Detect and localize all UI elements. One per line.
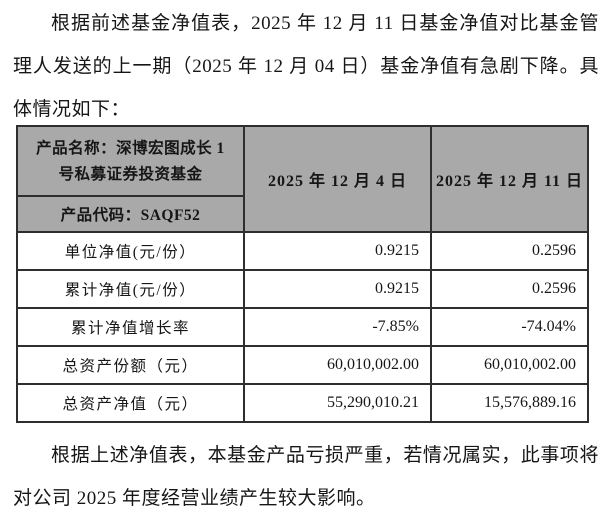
table-row: 累计净值增长率 -7.85% -74.04% [16,307,589,347]
nav-value-cell: 60,010,002.00 [430,345,589,385]
table-header-row-1: 产品名称：深博宏图成长 1 号私募证券投资基金 2025 年 12 月 4 日 … [16,125,589,233]
row-label-total-shares: 总资产份额（元） [16,345,245,385]
nav-value-cell: 0.9215 [243,231,432,271]
nav-value-cell: 60,010,002.00 [243,345,432,385]
row-label-total-net-assets: 总资产净值（元） [16,383,245,423]
nav-value-cell: 0.9215 [243,269,432,309]
row-label-unit-nav: 单位净值(元/份） [16,231,245,271]
nav-value-cell: 0.2596 [430,231,589,271]
nav-value-cell: 0.2596 [430,269,589,309]
fund-nav-table: 产品名称：深博宏图成长 1 号私募证券投资基金 2025 年 12 月 4 日 … [16,125,589,423]
nav-value-cell: 15,576,889.16 [430,383,589,423]
nav-value-cell: -7.85% [243,307,432,347]
table-row: 单位净值(元/份） 0.9215 0.2596 [16,231,589,271]
row-label-growth-rate: 累计净值增长率 [16,307,245,347]
table-row: 总资产净值（元） 55,290,010.21 15,576,889.16 [16,383,589,423]
intro-paragraph: 根据前述基金净值表，2025 年 12 月 11 日基金净值对比基金管理人发送的… [13,13,599,120]
nav-value-cell: -74.04% [430,307,589,347]
product-code-cell: 产品代码：SAQF52 [16,195,245,233]
date-column-header-1: 2025 年 12 月 4 日 [243,125,432,233]
table-header-row-2: 产品代码：SAQF52 [16,195,588,233]
nav-value-cell: 55,290,010.21 [243,383,432,423]
closing-paragraph: 根据上述净值表，本基金产品亏损严重，若情况属实，此事项将对公司 2025 年度经… [13,445,599,509]
row-label-cumulative-nav: 累计净值(元/份） [16,269,245,309]
table-row: 总资产份额（元） 60,010,002.00 60,010,002.00 [16,345,589,385]
date-column-header-2: 2025 年 12 月 11 日 [430,125,589,233]
table-row: 累计净值(元/份） 0.9215 0.2596 [16,269,589,309]
product-name-cell: 产品名称：深博宏图成长 1 号私募证券投资基金 [16,125,245,197]
